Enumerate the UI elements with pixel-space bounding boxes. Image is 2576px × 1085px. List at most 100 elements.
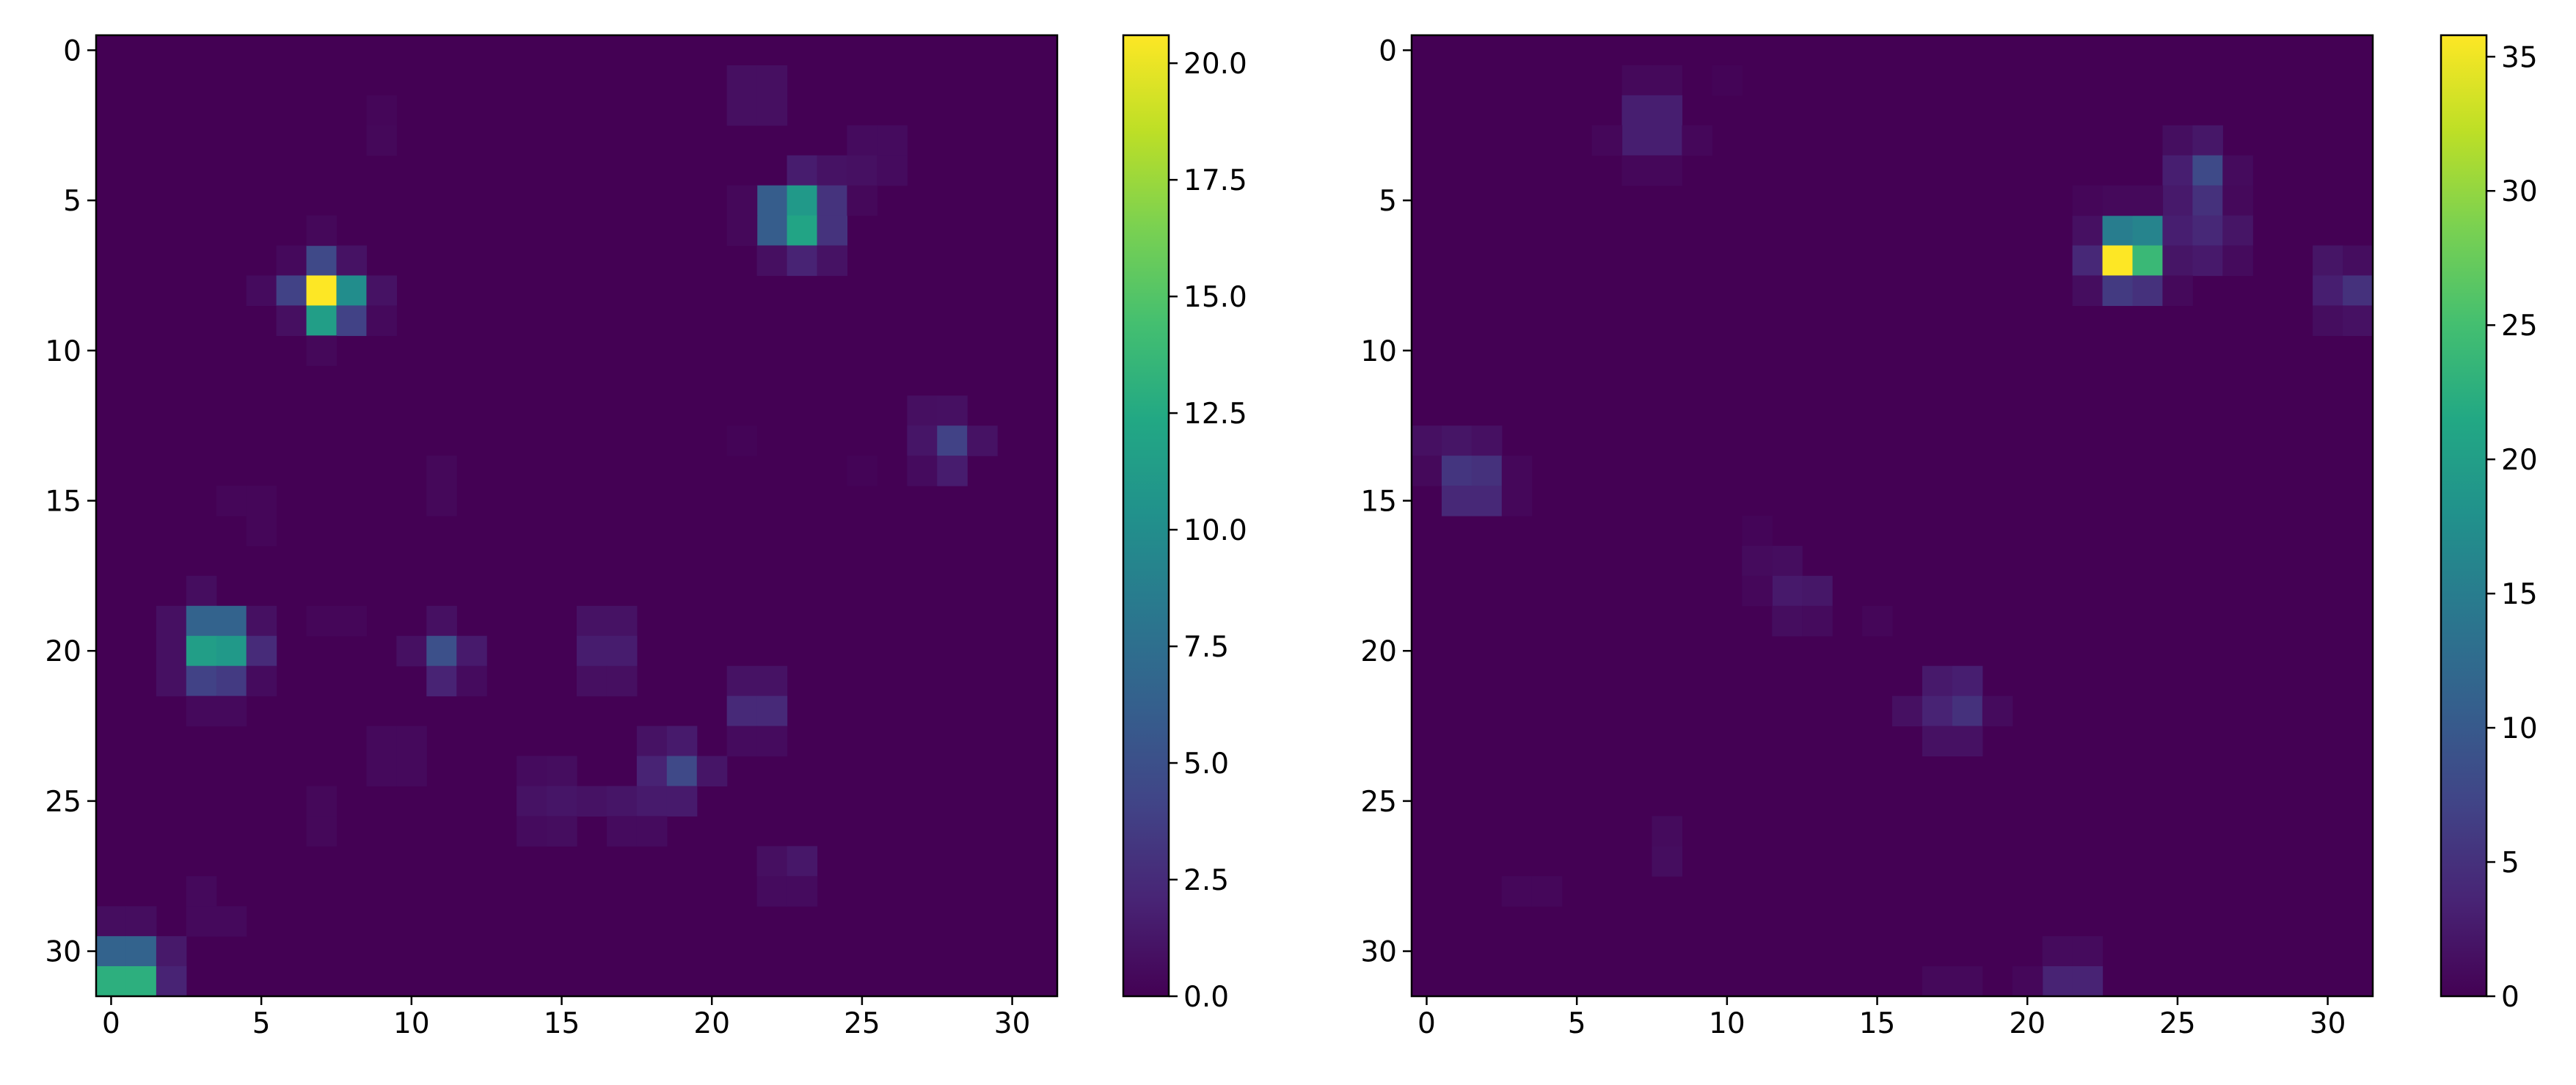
heatmap-cell xyxy=(156,605,187,637)
heatmap-cell xyxy=(1652,816,1683,847)
heatmap-cell xyxy=(2192,155,2223,186)
heatmap-cell xyxy=(2192,215,2223,246)
heatmap-cell xyxy=(1712,65,1743,96)
heatmap-cell xyxy=(1742,545,1773,577)
heatmap-cell xyxy=(1802,575,1833,607)
heatmap-cell xyxy=(246,486,277,516)
heatmap-cell xyxy=(2132,275,2164,307)
heatmap-cell xyxy=(426,635,457,667)
heatmap-cell xyxy=(606,635,638,667)
heatmap-cell xyxy=(726,215,758,246)
heatmap-cell xyxy=(276,275,307,307)
heatmap-cell xyxy=(306,305,337,336)
heatmap-cell xyxy=(2072,185,2104,216)
heatmap-cell xyxy=(1652,95,1683,126)
heatmap-cell xyxy=(756,846,788,877)
heatmap-cell xyxy=(756,215,788,246)
x-tick-label: 10 xyxy=(393,1007,430,1040)
y-tick-label: 30 xyxy=(45,936,81,969)
heatmap-cell xyxy=(246,605,277,637)
heatmap-cell xyxy=(2102,245,2134,277)
y-tick-label: 25 xyxy=(1360,786,1397,819)
heatmap-frame xyxy=(1410,34,2374,998)
heatmap-panel-left: 0 5 10 15 20 25 30 0 5 10 15 20 25 30 0.0 2.5 5.0 7.5 10.0… xyxy=(45,34,1247,1040)
heatmap-cell xyxy=(726,185,758,216)
heatmap-cell xyxy=(1501,876,1533,907)
heatmap-cell xyxy=(1621,155,1653,186)
heatmap-cell xyxy=(2072,966,2104,997)
heatmap-cell xyxy=(96,966,127,997)
heatmap-cell xyxy=(186,695,217,727)
y-tick-label: 25 xyxy=(45,786,81,819)
heatmap-cell xyxy=(366,305,397,336)
heatmap-cell xyxy=(817,185,848,216)
heatmap-cell xyxy=(426,456,457,486)
heatmap-cell xyxy=(606,786,638,817)
heatmap-cell xyxy=(726,95,758,126)
colorbar-tick-label: 2.5 xyxy=(1183,864,1229,897)
heatmap-cell xyxy=(877,155,908,186)
heatmap-cell xyxy=(276,305,307,336)
heatmap-cell xyxy=(756,876,788,907)
x-tick-label: 5 xyxy=(252,1007,271,1040)
heatmap-cell xyxy=(636,786,668,817)
heatmap-cell xyxy=(937,425,968,456)
heatmap-cell xyxy=(426,486,457,516)
heatmap-cell xyxy=(2042,936,2073,967)
heatmap-cell xyxy=(1922,665,1953,697)
heatmap-cell xyxy=(306,605,337,637)
heatmap-cell xyxy=(726,65,758,96)
colorbar-tick-label: 15.0 xyxy=(1183,281,1247,314)
heatmap-cell xyxy=(186,665,217,697)
heatmap-cell xyxy=(606,605,638,637)
heatmap-cell xyxy=(547,756,577,787)
heatmap-cell xyxy=(156,936,187,967)
heatmap-cell xyxy=(2313,275,2343,307)
heatmap-cell xyxy=(246,275,277,307)
heatmap-cell xyxy=(1982,695,2013,727)
heatmap-cell xyxy=(1772,605,1803,637)
heatmap-cell xyxy=(1412,456,1442,486)
heatmap-cell xyxy=(636,726,668,757)
heatmap-cell xyxy=(1591,125,1623,156)
heatmap-cell xyxy=(1412,425,1442,456)
heatmap-cell xyxy=(125,906,157,937)
heatmap-cell xyxy=(1471,486,1503,516)
colorbar xyxy=(2441,35,2486,996)
colorbar-tick-label: 0.0 xyxy=(1183,981,1229,1014)
y-tick-label: 20 xyxy=(1360,635,1397,668)
heatmap-cell xyxy=(1621,95,1653,126)
heatmap-cell xyxy=(366,95,397,126)
x-tick-label: 25 xyxy=(844,1007,880,1040)
heatmap-cell xyxy=(756,245,788,277)
colorbar-tick-label: 35 xyxy=(2501,41,2538,74)
heatmap-cell xyxy=(907,456,938,486)
colorbar-tick-label: 5.0 xyxy=(1183,748,1229,781)
heatmap-cell xyxy=(216,665,247,697)
heatmap-cell xyxy=(1471,425,1503,456)
colorbar-tick-label: 5 xyxy=(2501,847,2520,880)
heatmap-cell xyxy=(366,726,397,757)
heatmap-cell xyxy=(547,786,577,817)
heatmap-cell xyxy=(96,906,127,937)
heatmap-cell xyxy=(1652,65,1683,96)
heatmap-cell xyxy=(125,966,157,997)
heatmap-cell xyxy=(1621,65,1653,96)
y-tick-label: 15 xyxy=(45,486,81,519)
heatmap-cell xyxy=(2343,245,2374,277)
colorbar xyxy=(1123,35,1169,996)
y-tick-label: 0 xyxy=(1379,34,1397,67)
heatmap-cell xyxy=(2222,185,2253,216)
heatmap-cell xyxy=(756,726,788,757)
x-tick-label: 0 xyxy=(102,1007,120,1040)
heatmap-cell xyxy=(276,245,307,277)
heatmap-cell xyxy=(2132,245,2164,277)
heatmap-cell xyxy=(2162,215,2193,246)
heatmap-cell xyxy=(2132,215,2164,246)
heatmap-cell xyxy=(2102,215,2134,246)
heatmap-cell xyxy=(2313,305,2343,336)
heatmap-cell xyxy=(847,155,877,186)
heatmap-cell xyxy=(216,605,247,637)
heatmap-cell xyxy=(1952,665,1983,697)
heatmap-cell xyxy=(1802,605,1833,637)
